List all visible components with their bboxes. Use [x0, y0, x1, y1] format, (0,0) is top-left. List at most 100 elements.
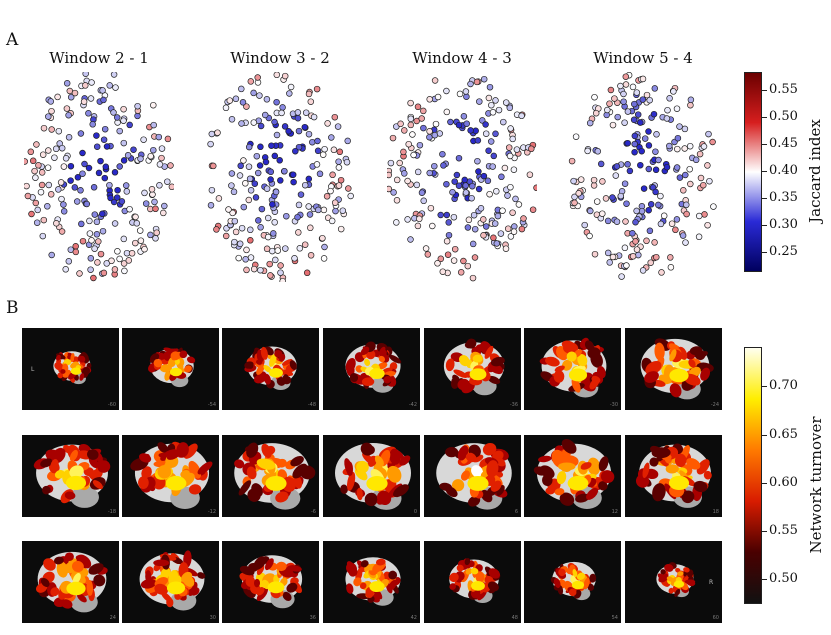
node-dot: [475, 185, 483, 193]
node-dot: [407, 99, 414, 107]
slice-coordinate: 60: [712, 615, 719, 621]
node-dot: [480, 172, 488, 180]
node-dot: [167, 162, 174, 169]
node-dot: [501, 164, 509, 172]
node-dot: [330, 146, 338, 154]
node-dot: [673, 216, 681, 223]
node-dot: [502, 245, 510, 252]
node-dot: [65, 258, 73, 265]
node-dot: [314, 147, 322, 155]
node-dot: [461, 176, 468, 184]
node-dot: [624, 139, 631, 147]
node-dot: [137, 155, 144, 163]
node-dot: [93, 143, 101, 150]
node-dot: [277, 177, 284, 184]
node-dot: [404, 177, 411, 185]
node-dot: [279, 104, 286, 111]
node-dot: [208, 130, 216, 138]
node-dot: [273, 131, 281, 139]
node-dot: [420, 197, 427, 205]
node-dot: [271, 152, 279, 160]
node-dot: [618, 273, 625, 280]
node-dot: [492, 97, 499, 104]
node-dot: [263, 96, 271, 103]
node-dot: [310, 113, 318, 121]
node-dot: [594, 148, 602, 155]
node-dot: [455, 182, 463, 189]
node-dot: [464, 262, 472, 270]
jaccard-tick: 0.55: [762, 82, 798, 97]
node-dot: [335, 182, 343, 189]
node-dot: [147, 231, 154, 239]
node-dot: [687, 180, 694, 188]
node-dot: [652, 166, 660, 174]
node-dot: [490, 234, 497, 242]
node-dot: [434, 93, 442, 101]
turnover-tick: 0.60: [762, 475, 798, 490]
node-dot: [456, 90, 464, 98]
node-dot: [208, 186, 216, 194]
node-dot: [321, 243, 328, 251]
node-dot: [624, 161, 631, 168]
node-dot: [261, 111, 269, 119]
node-dot: [232, 228, 240, 236]
node-dot: [623, 200, 630, 207]
node-dot: [87, 266, 94, 273]
node-dot: [444, 251, 452, 258]
node-dot: [285, 127, 292, 135]
node-dot: [48, 107, 55, 115]
node-dot: [414, 168, 422, 176]
node-dot: [505, 144, 513, 151]
node-dot: [393, 219, 400, 226]
node-dot: [253, 152, 261, 160]
node-dot: [295, 229, 302, 236]
slice-coordinate: 54: [611, 615, 618, 621]
node-dot: [620, 90, 627, 98]
node-dot: [447, 118, 454, 126]
node-dot: [89, 121, 96, 128]
node-dot: [687, 101, 694, 109]
node-dot: [604, 106, 611, 114]
node-dot: [328, 134, 335, 141]
node-dot: [150, 146, 157, 154]
node-dot: [646, 96, 653, 104]
slice-coordinate: -6: [311, 509, 316, 515]
node-dot: [270, 230, 277, 237]
node-dot: [491, 220, 499, 227]
node-dot: [257, 224, 264, 231]
node-dot: [67, 177, 74, 184]
node-dot: [320, 255, 328, 262]
node-dot: [469, 274, 477, 282]
node-dot: [401, 127, 408, 134]
node-dot: [462, 88, 470, 95]
node-dot: [277, 262, 284, 269]
brain-slice: 6: [424, 435, 521, 517]
node-dot: [72, 248, 80, 256]
jaccard-tick: 0.25: [762, 244, 798, 259]
node-dot: [152, 205, 159, 213]
node-dot: [700, 143, 708, 150]
node-dot: [655, 156, 662, 164]
node-dot: [62, 266, 69, 273]
node-dot: [507, 233, 515, 240]
node-dot: [242, 180, 249, 187]
node-dot: [493, 188, 500, 195]
node-dot: [91, 211, 99, 218]
node-dot: [431, 162, 438, 170]
node-dot: [510, 166, 518, 173]
node-dot: [63, 80, 71, 87]
turnover-tick: 0.65: [762, 427, 798, 442]
node-dot: [424, 251, 432, 258]
node-dot: [152, 235, 159, 242]
node-dot: [343, 158, 351, 166]
node-dot: [307, 252, 315, 259]
node-dot: [393, 197, 401, 204]
node-dot: [455, 121, 463, 129]
node-dot: [120, 117, 127, 124]
node-dot: [413, 117, 420, 125]
node-dot: [347, 192, 354, 200]
node-dot: [38, 169, 46, 176]
node-dot: [696, 150, 704, 158]
node-dot: [673, 105, 681, 112]
node-dot: [590, 176, 598, 184]
